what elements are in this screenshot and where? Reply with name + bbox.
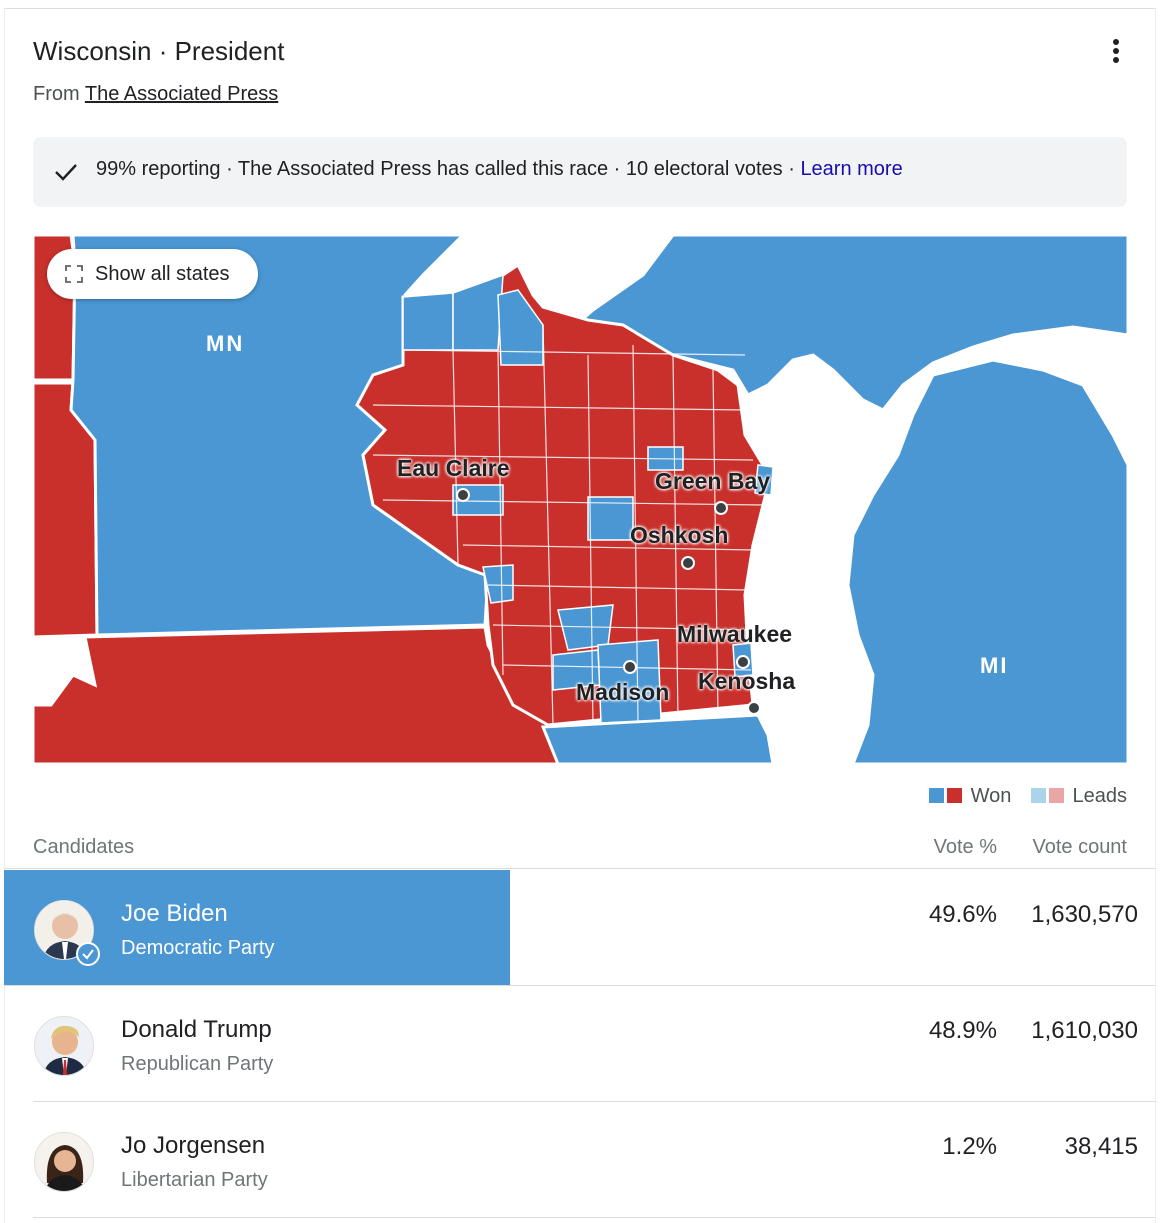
avatar xyxy=(34,1016,94,1076)
source-line: From The Associated Press xyxy=(33,83,278,106)
learn-more-link[interactable]: Learn more xyxy=(800,158,903,180)
results-map[interactable]: MN MI Eau Claire Green Bay Oshkosh Milwa… xyxy=(33,235,1128,764)
city-label-oshkosh: Oshkosh xyxy=(630,522,729,548)
rep-lead-swatch xyxy=(1048,788,1064,803)
show-all-states-button[interactable]: Show all states xyxy=(47,249,258,299)
header-divider xyxy=(4,868,1156,869)
vote-pct: 49.6% xyxy=(928,901,997,928)
candidate-name: Jo Jorgensen xyxy=(121,1132,266,1159)
row-divider xyxy=(33,1101,1156,1102)
legend-won: Won xyxy=(970,785,1012,807)
state-label-mi: MI xyxy=(980,653,1009,678)
candidate-name: Donald Trump xyxy=(121,1016,272,1043)
rep-won-swatch xyxy=(947,788,963,803)
col-header-vote-count: Vote count xyxy=(1032,836,1127,858)
vote-pct: 48.9% xyxy=(928,1017,997,1044)
vote-count: 1,610,030 xyxy=(1031,1017,1138,1044)
dem-won-swatch xyxy=(929,788,945,803)
candidate-row[interactable]: Jo Jorgensen Libertarian Party 1.2% 38,4… xyxy=(4,1102,1156,1218)
legend-leads: Leads xyxy=(1072,785,1128,807)
candidate-name: Joe Biden xyxy=(121,900,228,927)
city-label-eau-claire: Eau Claire xyxy=(397,455,510,481)
more-options-icon[interactable] xyxy=(1100,36,1132,68)
source-prefix: From xyxy=(33,83,80,105)
avatar xyxy=(34,1132,94,1192)
col-header-vote-pct: Vote % xyxy=(933,836,997,858)
results-card xyxy=(4,8,1156,1223)
race-status-banner: 99% reporting · The Associated Press has… xyxy=(33,137,1127,207)
city-label-milwaukee: Milwaukee xyxy=(677,621,793,647)
row-divider xyxy=(33,1217,1156,1218)
status-text: 99% reporting · The Associated Press has… xyxy=(96,158,903,181)
candidate-row[interactable]: Donald Trump Republican Party 48.9% 1,61… xyxy=(4,986,1156,1102)
vote-count: 38,415 xyxy=(1064,1133,1138,1160)
map-svg[interactable] xyxy=(33,235,1128,764)
row-divider xyxy=(4,985,1156,986)
check-icon xyxy=(55,164,77,181)
vote-pct: 1.2% xyxy=(942,1133,997,1160)
page-title: Wisconsin · President xyxy=(33,36,285,66)
city-label-green-bay: Green Bay xyxy=(655,468,771,494)
candidate-party: Libertarian Party xyxy=(121,1169,268,1191)
vote-count: 1,630,570 xyxy=(1031,901,1138,928)
map-legend: Won Leads xyxy=(929,785,1127,808)
winner-check-icon xyxy=(76,942,100,966)
show-all-states-label: Show all states xyxy=(95,263,230,285)
expand-icon xyxy=(65,265,83,283)
candidate-party: Democratic Party xyxy=(121,937,275,959)
dem-lead-swatch xyxy=(1030,788,1046,803)
city-label-kenosha: Kenosha xyxy=(698,668,796,694)
reporting-info: 99% reporting · The Associated Press has… xyxy=(96,158,801,180)
candidate-party: Republican Party xyxy=(121,1053,274,1075)
col-header-candidates: Candidates xyxy=(33,836,135,858)
state-label-mn: MN xyxy=(206,331,245,356)
source-link[interactable]: The Associated Press xyxy=(84,83,279,105)
city-label-madison: Madison xyxy=(576,679,670,705)
candidate-row[interactable]: Joe Biden Democratic Party 49.6% 1,630,5… xyxy=(4,870,1156,986)
